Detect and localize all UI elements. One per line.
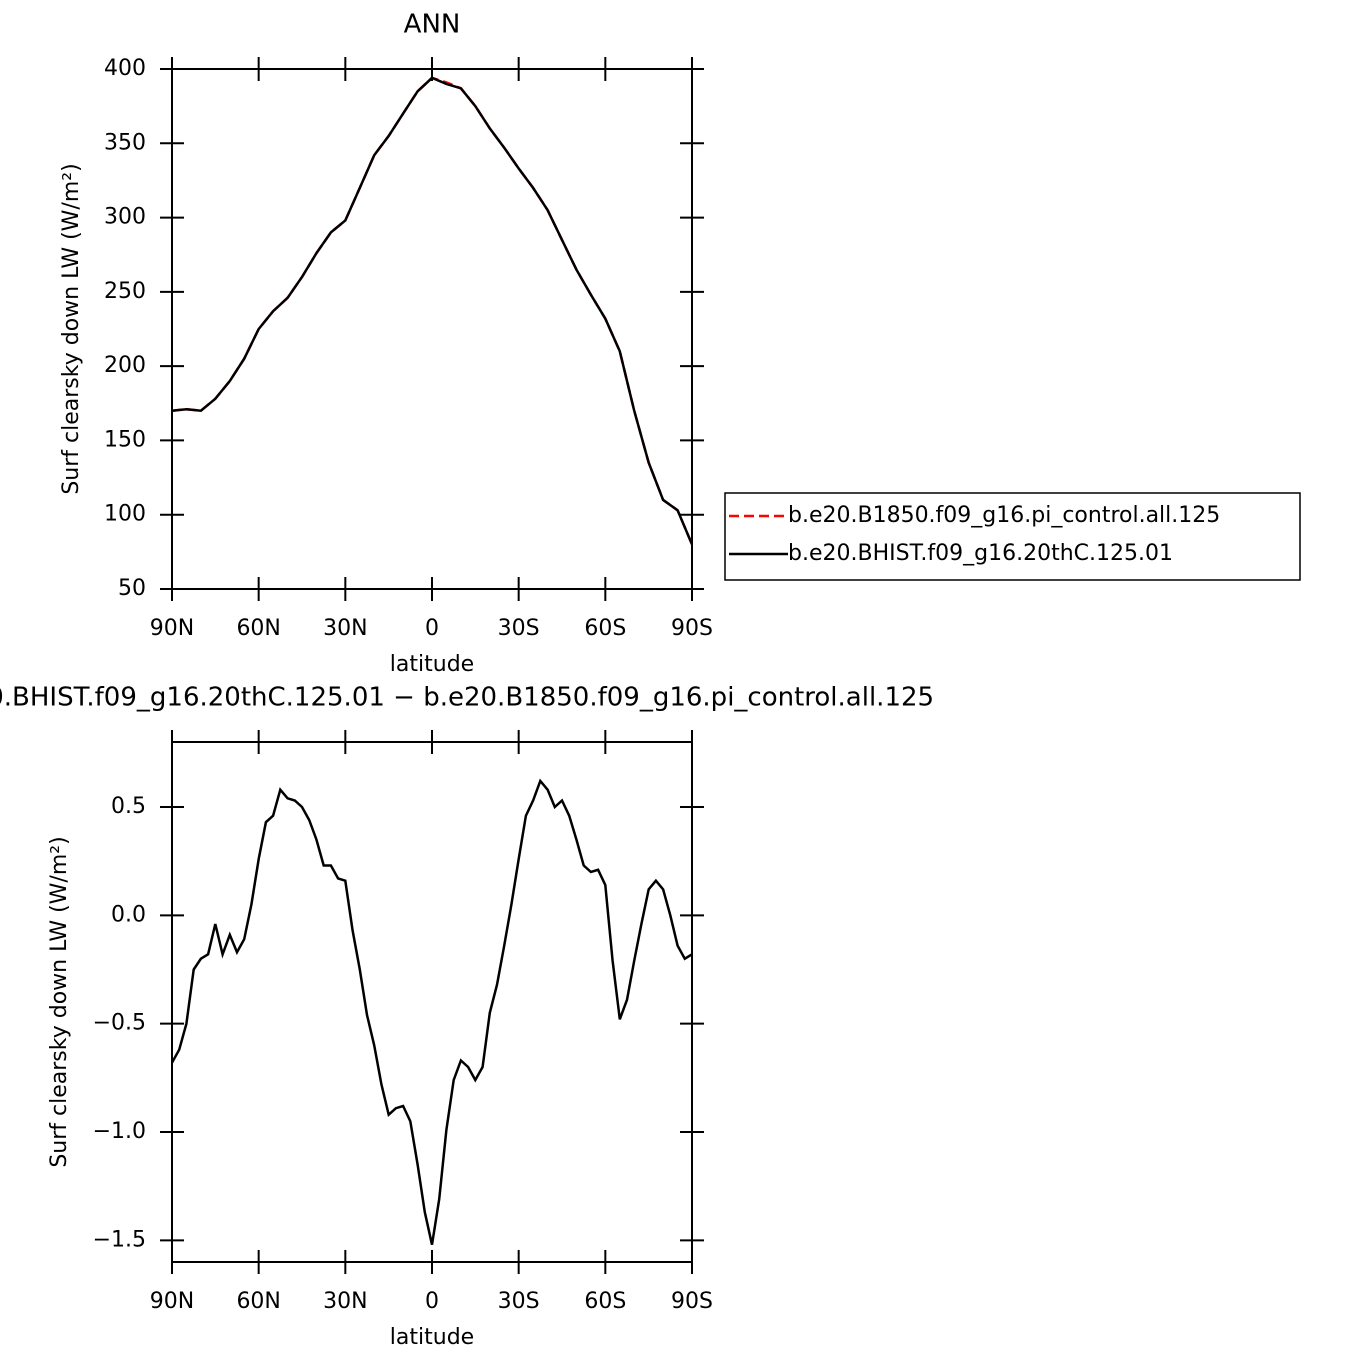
y-tick-label: 200 bbox=[104, 353, 146, 378]
legend-label: b.e20.BHIST.f09_g16.20thC.125.01 bbox=[788, 541, 1173, 566]
x-tick-label: 30N bbox=[323, 1289, 367, 1314]
y-tick-label: −1.0 bbox=[93, 1119, 146, 1144]
chart-title: b.e20.BHIST.f09_g16.20thC.125.01 − b.e20… bbox=[0, 683, 934, 713]
y-tick-label: 300 bbox=[104, 205, 146, 230]
x-tick-label: 90S bbox=[671, 616, 713, 641]
x-tick-label: 90N bbox=[150, 616, 194, 641]
x-axis-label: latitude bbox=[390, 652, 474, 677]
y-tick-label: 250 bbox=[104, 279, 146, 304]
x-axis-label: latitude bbox=[390, 1325, 474, 1350]
y-tick-label: −0.5 bbox=[93, 1011, 146, 1036]
x-tick-label: 90N bbox=[150, 1289, 194, 1314]
x-tick-label: 30N bbox=[323, 616, 367, 641]
y-tick-label: 0.5 bbox=[111, 794, 146, 819]
x-tick-label: 60N bbox=[236, 1289, 280, 1314]
legend-box bbox=[724, 492, 1301, 581]
y-axis-label: Surf clearsky down LW (W/m²) bbox=[47, 836, 72, 1167]
line-series bbox=[170, 778, 693, 1245]
x-tick-label: 60S bbox=[584, 616, 626, 641]
x-tick-label: 90S bbox=[671, 1289, 713, 1314]
legend-label: b.e20.B1850.f09_g16.pi_control.all.125 bbox=[788, 503, 1220, 528]
x-tick-label: 60S bbox=[584, 1289, 626, 1314]
y-tick-label: 100 bbox=[104, 502, 146, 527]
x-tick-label: 30S bbox=[498, 616, 540, 641]
x-tick-label: 0 bbox=[425, 616, 439, 641]
y-tick-label: 0.0 bbox=[111, 902, 146, 927]
y-tick-label: 50 bbox=[118, 576, 146, 601]
line-series bbox=[171, 76, 694, 545]
x-tick-label: 60N bbox=[236, 616, 280, 641]
y-tick-label: 350 bbox=[104, 130, 146, 155]
y-tick-label: −1.5 bbox=[93, 1227, 146, 1252]
y-axis-label: Surf clearsky down LW (W/m²) bbox=[59, 163, 84, 494]
x-tick-label: 30S bbox=[498, 1289, 540, 1314]
plot-frame bbox=[171, 68, 693, 590]
x-tick-label: 0 bbox=[425, 1289, 439, 1314]
y-tick-label: 400 bbox=[104, 56, 146, 81]
plot-frame bbox=[171, 741, 693, 1263]
y-tick-label: 150 bbox=[104, 427, 146, 452]
chart-title: ANN bbox=[404, 10, 461, 40]
line-series bbox=[171, 76, 694, 545]
